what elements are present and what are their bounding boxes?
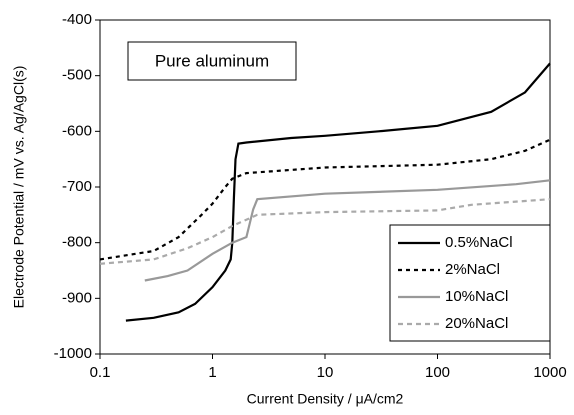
y-axis-label: Electrode Potential / mV vs. Ag/AgCl(s) [11, 66, 27, 309]
y-tick-label: -400 [62, 11, 92, 28]
y-tick-label: -800 [62, 234, 92, 251]
y-tick-label: -500 [62, 67, 92, 84]
series-line [99, 198, 551, 265]
y-tick-label: -600 [62, 122, 92, 139]
annotation: Pure aluminum [155, 51, 269, 70]
legend-box [389, 224, 551, 342]
x-tick-label: 10 [317, 364, 334, 381]
x-tick-label: 1000 [533, 364, 566, 381]
y-tick-label: -900 [62, 289, 92, 306]
legend-label: 2%NaCl [445, 261, 500, 278]
x-tick-label: 100 [425, 364, 450, 381]
legend-label: 0.5%NaCl [445, 234, 513, 251]
series-line [99, 138, 551, 261]
legend-label: 20%NaCl [445, 315, 508, 332]
x-tick-label: 1 [208, 364, 216, 381]
annotation-box [127, 41, 297, 81]
x-axis-label: Current Density / μA/cm2 [247, 391, 404, 407]
y-tick-label: -1000 [54, 345, 92, 362]
x-tick-label: 0.1 [90, 364, 111, 381]
series-line [144, 179, 551, 282]
legend-label: 10%NaCl [445, 288, 508, 305]
y-tick-label: -700 [62, 178, 92, 195]
series-line [125, 62, 551, 322]
